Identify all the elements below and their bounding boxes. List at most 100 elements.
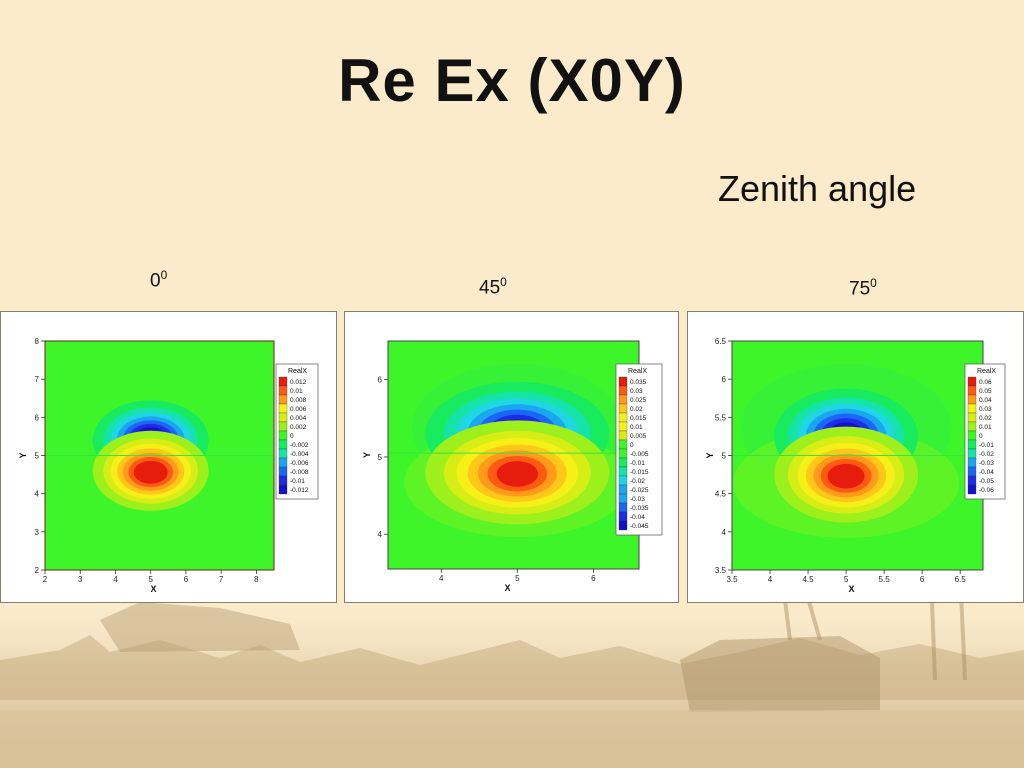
x-axis-label: X [848,584,854,594]
legend-swatch [618,520,628,531]
angle-degree-75: 0 [870,276,877,290]
legend-swatch [618,385,628,396]
legend-level-label: 0.06 [979,379,992,386]
y-tick-label: 6 [35,413,40,422]
legend-level-label: 0.01 [290,388,303,395]
legend-swatch [618,394,628,405]
legend-swatch [618,493,628,504]
y-axis-label: Y [705,452,715,458]
angle-label-75: 750 [849,276,877,300]
legend-level-label: -0.05 [979,478,994,485]
legend-swatch [967,394,977,405]
y-tick-label: 6.5 [715,337,727,346]
legend-level-label: -0.005 [630,451,649,458]
x-tick-label: 6 [184,575,189,584]
y-tick-label: 5 [722,452,727,461]
legend-level-label: 0.03 [979,406,992,413]
legend-swatch [618,484,628,495]
legend-level-label: -0.02 [630,478,645,485]
legend-level-label: -0.04 [979,469,994,476]
legend-level-label: 0 [290,433,294,440]
contour-panel-75: 3.5 4 4.5 5 5.5 6 6.5 3.5 4 4.5 5 5.5 6 6.5 X Y RealX 0.0… [687,311,1024,603]
y-tick-label: 4 [35,490,40,499]
x-tick-label: 4 [768,575,773,584]
legend-swatch [967,430,977,441]
legend-swatch [618,439,628,450]
legend-swatch [618,466,628,477]
y-tick-label: 3.5 [715,566,727,575]
legend-swatch [967,466,977,477]
angle-value-45: 45 [479,277,501,299]
legend-swatch [618,430,628,441]
x-tick-label: 2 [43,575,48,584]
legend-level-label: 0.005 [630,433,647,440]
legend-swatch [967,439,977,450]
y-tick-label: 2 [35,566,40,575]
positive-contour-band-7 [496,461,539,487]
x-tick-label: 4 [439,574,444,583]
contour-plot-0deg: 2 3 4 5 6 7 8 2 3 4 5 6 7 8 X Y RealX 0.012 0.01 0.008 0.006… [18,337,319,594]
angle-degree-0: 0 [160,268,168,282]
x-tick-label: 4.5 [802,575,814,584]
x-tick-label: 5.5 [879,575,891,584]
x-tick-label: 4 [113,575,118,584]
positive-contour-band-7 [827,463,865,489]
legend-level-label: 0.008 [290,397,307,404]
y-tick-label: 4 [722,528,727,537]
legend-swatch [278,448,288,459]
legend-level-label: 0.05 [979,388,992,395]
field-plot-area [732,341,983,570]
legend-swatch [618,421,628,432]
legend-level-label: -0.004 [290,451,309,458]
x-tick-label: 5 [148,575,153,584]
legend-swatch [618,475,628,486]
legend-swatch [278,484,288,495]
angle-value-75: 75 [849,278,871,300]
y-tick-label: 8 [35,337,40,346]
legend-swatch [618,412,628,423]
field-plot-area [45,341,274,570]
contour-plot-45deg: 4 5 6 4 5 6 X Y RealX 0.035 0.03 0.025 0.02 0.015 0.01… [362,340,663,593]
legend-level-label: 0.04 [979,397,992,404]
contour-panel-0: 2 3 4 5 6 7 8 2 3 4 5 6 7 8 X Y RealX 0.012 0.01 0.008 0.006… [0,311,337,603]
legend-level-label: 0 [630,442,634,449]
background-field-scene [0,549,1024,768]
legend-swatch [278,439,288,450]
legend-title: RealX [628,368,647,375]
x-tick-label: 5 [515,574,520,583]
legend-level-label: -0.02 [979,451,994,458]
legend-level-label: 0.006 [290,406,307,413]
legend-level-label: 0.03 [630,388,643,395]
legend-level-label: 0.01 [630,424,643,431]
legend-swatch [967,484,977,495]
x-tick-label: 6 [920,575,925,584]
legend-level-label: 0.015 [630,415,647,422]
legend-level-label: -0.06 [979,487,994,494]
legend-swatch [278,403,288,414]
y-tick-label: 3 [35,528,40,537]
legend-level-label: -0.01 [630,460,645,467]
legend-title: RealX [977,368,996,375]
legend-level-label: -0.025 [630,487,649,494]
legend-level-label: -0.03 [630,496,645,503]
legend-swatch [278,475,288,486]
field-plot-area [388,341,639,569]
legend-level-label: -0.035 [630,505,649,512]
x-axis-label: X [150,584,156,594]
legend-level-label: 0 [979,433,983,440]
legend-level-label: 0.02 [979,415,992,422]
x-tick-label: 3 [78,575,83,584]
angle-value-0: 0 [150,270,161,292]
legend-level-label: 0.012 [290,379,307,386]
legend-level-label: 0.025 [630,397,647,404]
legend-swatch [278,394,288,405]
contour-panel-45: 4 5 6 4 5 6 X Y RealX 0.035 0.03 0.025 0.02 0.015 0.01… [344,311,679,603]
legend-level-label: -0.006 [290,460,309,467]
legend-swatch [618,502,628,513]
y-tick-label: 6 [722,375,727,384]
legend-level-label: 0.035 [630,379,647,386]
legend-swatch [618,403,628,414]
x-axis-label: X [504,583,510,593]
y-axis-label: Y [18,452,28,458]
legend-level-label: -0.01 [290,478,305,485]
